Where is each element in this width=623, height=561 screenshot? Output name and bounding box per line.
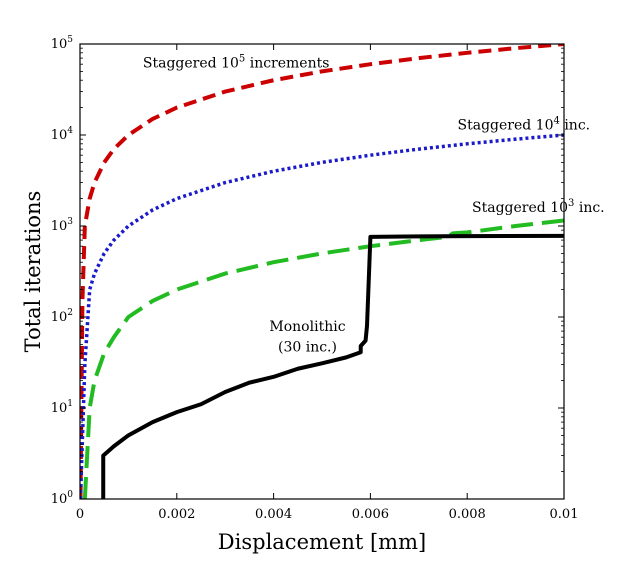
series-line-1 [80,133,564,499]
x-tick-label: 0.002 [158,507,195,522]
annotation-label: (30 inc.) [278,339,337,355]
y-tick-label: 101 [51,399,73,416]
x-tick-label: 0.004 [255,507,292,522]
x-tick-label: 0.008 [449,507,486,522]
x-axis-title: Displacement [mm] [218,530,426,554]
series-line-2 [82,218,564,499]
annotation-label: Staggered 103 inc. [472,198,605,216]
y-tick-label: 103 [51,217,74,234]
annotation-label: Staggered 104 inc. [458,115,591,133]
y-tick-label: 105 [51,35,74,52]
y-tick-label: 100 [51,490,74,507]
plot-lines [80,44,564,499]
annotations: Staggered 105 increments Staggered 104 in… [143,54,605,356]
annotation-label: Monolithic [269,319,345,335]
x-tick-label: 0.006 [352,507,389,522]
annotation-label: Staggered 105 increments [143,54,330,72]
series-line-3 [101,233,564,499]
series-line-0 [80,44,564,499]
plot-frame [79,43,565,500]
x-tick-label: 0.01 [550,507,579,522]
y-tick-label: 102 [51,308,73,325]
ticks: 0 0.002 0.004 0.006 0.008 0.01 100 101 102 103 104… [51,35,579,522]
x-tick-label: 0 [76,507,84,522]
y-axis-title: Total iterations [21,191,45,353]
y-tick-label: 104 [51,126,74,143]
